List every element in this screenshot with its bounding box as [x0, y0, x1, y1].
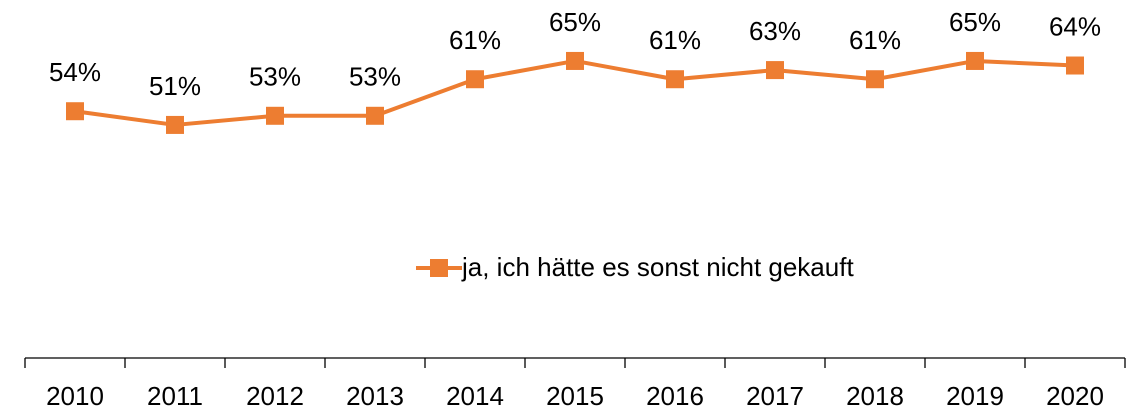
marker — [1066, 56, 1084, 75]
marker — [666, 70, 684, 89]
data-label: 65% — [549, 7, 601, 37]
marker — [766, 61, 784, 80]
data-label: 61% — [849, 25, 901, 55]
x-tick-label: 2020 — [1046, 381, 1104, 411]
data-label: 61% — [649, 25, 701, 55]
data-label: 63% — [749, 16, 801, 46]
x-tick-label: 2015 — [546, 381, 604, 411]
marker — [966, 51, 984, 70]
legend-label: ja, ich hätte es sonst nicht gekauft — [461, 252, 854, 282]
marker — [466, 70, 484, 89]
x-tick-label: 2011 — [147, 381, 203, 411]
x-tick-label: 2018 — [846, 381, 904, 411]
marker — [266, 106, 284, 125]
series-line — [74, 58, 1076, 127]
data-label: 51% — [149, 71, 201, 101]
x-tick-label: 2012 — [246, 381, 304, 411]
x-tick-label: 2016 — [646, 381, 704, 411]
data-label: 53% — [349, 62, 401, 92]
marker — [566, 51, 584, 70]
marker — [866, 70, 884, 89]
data-label: 54% — [49, 57, 101, 87]
marker — [166, 115, 184, 134]
data-label: 64% — [1049, 11, 1101, 41]
marker — [66, 102, 84, 121]
x-tick-label: 2013 — [346, 381, 404, 411]
data-label: 53% — [249, 62, 301, 92]
x-tick-label: 2014 — [446, 381, 504, 411]
data-label: 65% — [949, 7, 1001, 37]
x-tick-label: 2010 — [46, 381, 104, 411]
x-tick-label: 2017 — [746, 381, 804, 411]
marker — [366, 106, 384, 125]
legend-marker — [430, 259, 448, 277]
data-label: 61% — [449, 25, 501, 55]
x-tick-label: 2019 — [946, 381, 1004, 411]
